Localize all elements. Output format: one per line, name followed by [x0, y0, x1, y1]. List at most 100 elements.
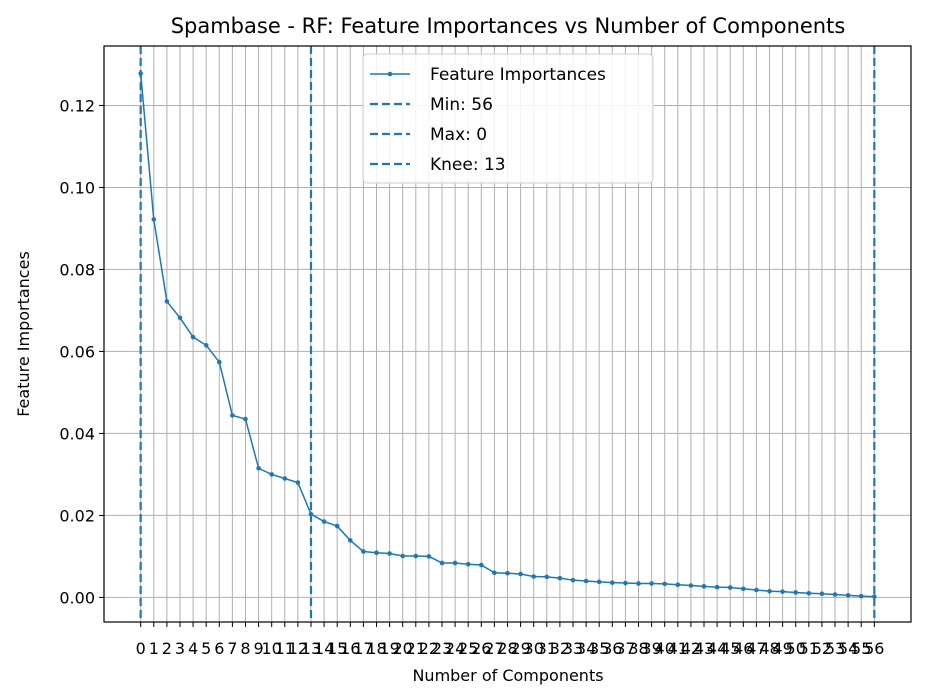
x-tick-label: 53 — [825, 639, 845, 658]
x-tick-label: 2 — [162, 639, 172, 658]
x-tick-label: 6 — [214, 639, 224, 658]
data-point — [439, 560, 445, 566]
x-tick-label: 21 — [406, 639, 426, 658]
y-tick-label: 0.08 — [59, 260, 95, 279]
data-point — [662, 581, 668, 587]
data-point — [282, 476, 288, 481]
x-tick-label: 41 — [668, 639, 688, 658]
x-tick-label: 22 — [419, 639, 439, 658]
data-point — [819, 591, 825, 597]
data-point — [400, 553, 405, 559]
x-tick-label: 48 — [759, 639, 779, 658]
x-tick-label: 19 — [379, 639, 399, 658]
data-point — [138, 71, 143, 76]
x-tick-label: 49 — [772, 639, 792, 658]
data-point — [623, 580, 628, 586]
data-point — [793, 590, 799, 595]
x-tick-label: 26 — [471, 639, 491, 658]
x-tick-label: 30 — [524, 639, 544, 658]
x-axis-ticks: 0 1 2 3 4 5 6 7 8 9101112131415161718192021222324… — [136, 622, 884, 658]
data-point — [845, 593, 851, 598]
data-point — [557, 575, 563, 581]
x-tick-label: 31 — [537, 639, 557, 658]
x-tick-label: 50 — [786, 639, 806, 658]
y-tick-label: 0.10 — [59, 178, 95, 197]
data-point — [858, 593, 864, 599]
data-point — [741, 586, 746, 592]
x-tick-label: 17 — [353, 639, 373, 658]
x-tick-label: 42 — [681, 639, 701, 658]
x-tick-label: 37 — [615, 639, 635, 658]
x-tick-label: 14 — [314, 639, 334, 658]
data-point — [649, 581, 654, 586]
data-point — [295, 480, 301, 485]
y-tick-label: 0.00 — [59, 588, 95, 607]
data-point — [151, 217, 157, 222]
x-tick-label: 29 — [510, 639, 530, 658]
x-tick-label: 18 — [366, 639, 386, 658]
data-point — [230, 413, 235, 418]
data-point — [806, 591, 812, 596]
data-point — [413, 553, 419, 559]
x-tick-label: 54 — [838, 639, 858, 658]
data-point — [256, 465, 261, 471]
data-point — [531, 574, 537, 579]
data-point — [675, 582, 681, 587]
data-point — [478, 562, 484, 568]
x-tick-label: 5 — [201, 639, 211, 658]
y-axis-label: Feature Importances — [14, 251, 33, 417]
legend: Feature Importances Min: 56 Max: 0 Knee: 13 — [362, 53, 654, 184]
data-point — [714, 584, 720, 590]
x-tick-label: 13 — [301, 639, 321, 658]
data-point — [387, 551, 392, 556]
data-point — [727, 585, 733, 590]
x-tick-label: 25 — [458, 639, 478, 658]
x-tick-label: 7 — [227, 639, 237, 658]
x-tick-label: 52 — [812, 639, 832, 658]
data-point — [701, 584, 707, 589]
legend-label: Knee: 13 — [430, 155, 506, 175]
data-point — [767, 588, 772, 594]
x-tick-label: 43 — [694, 639, 714, 658]
x-tick-label: 10 — [262, 639, 282, 658]
data-point — [518, 571, 523, 577]
data-point — [177, 315, 183, 321]
data-point — [583, 578, 589, 584]
x-tick-label: 9 — [253, 639, 263, 658]
x-tick-label: 8 — [240, 639, 250, 658]
data-point — [832, 592, 838, 597]
data-point — [308, 511, 314, 517]
data-point — [243, 416, 248, 422]
x-tick-label: 39 — [641, 639, 661, 658]
x-tick-label: 32 — [550, 639, 570, 658]
data-point — [374, 550, 379, 556]
x-tick-label: 51 — [799, 639, 819, 658]
data-point — [465, 561, 471, 567]
data-point — [216, 359, 222, 365]
data-point — [688, 583, 694, 588]
data-point — [190, 334, 196, 340]
data-point — [872, 594, 877, 599]
data-point — [426, 554, 432, 559]
x-tick-label: 36 — [602, 639, 622, 658]
x-tick-label: 24 — [445, 639, 465, 658]
x-tick-label: 15 — [327, 639, 347, 658]
x-tick-label: 55 — [851, 639, 871, 658]
x-tick-label: 40 — [655, 639, 675, 658]
chart-title: Spambase - RF: Feature Importances vs Nu… — [171, 14, 846, 38]
data-point — [505, 570, 510, 576]
x-tick-label: 12 — [288, 639, 308, 658]
x-tick-label: 44 — [707, 639, 727, 658]
data-point — [452, 560, 458, 566]
x-tick-label: 23 — [432, 639, 452, 658]
data-point — [361, 549, 366, 554]
y-tick-label: 0.04 — [59, 424, 95, 443]
x-tick-label: 35 — [589, 639, 609, 658]
series-feature-importances — [138, 71, 877, 599]
legend-label: Min: 56 — [430, 95, 493, 115]
y-tick-label: 0.02 — [59, 506, 95, 525]
data-point — [347, 538, 353, 543]
legend-label: Feature Importances — [430, 65, 606, 85]
data-point — [610, 580, 615, 585]
